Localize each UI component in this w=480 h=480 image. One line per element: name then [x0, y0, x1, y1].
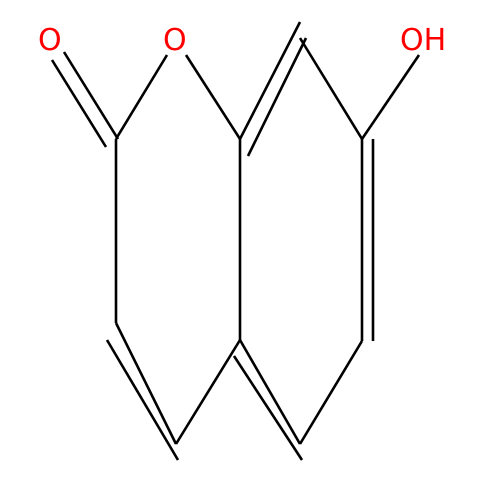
bond-o1-c8a — [184, 54, 242, 140]
bond-c8a-c8 — [238, 21, 302, 140]
atom-label-ring-oxygen: O — [163, 23, 187, 58]
bond-carbonyl-1 — [62, 51, 120, 140]
bond-c7-oh — [360, 54, 421, 140]
atom-label-hydroxyl: OH — [400, 23, 446, 58]
bond-c5-c4a-inner — [232, 355, 304, 461]
atom-labels: O O OH — [38, 23, 446, 58]
bond-c8a-c8-inner — [246, 37, 308, 157]
atom-label-carbonyl-oxygen: O — [38, 23, 62, 58]
bond-c4-c4a — [174, 339, 242, 445]
bond-c6-c5 — [298, 340, 364, 445]
bond-c3-c4 — [114, 322, 178, 445]
bond-c2-o1 — [114, 54, 169, 140]
bond-c3-c4-inner — [105, 339, 180, 461]
bond-c8-c7 — [298, 37, 364, 140]
bond-c5-c4a — [238, 339, 302, 445]
bonds — [50, 21, 421, 461]
bond-carbonyl-2 — [50, 59, 108, 148]
